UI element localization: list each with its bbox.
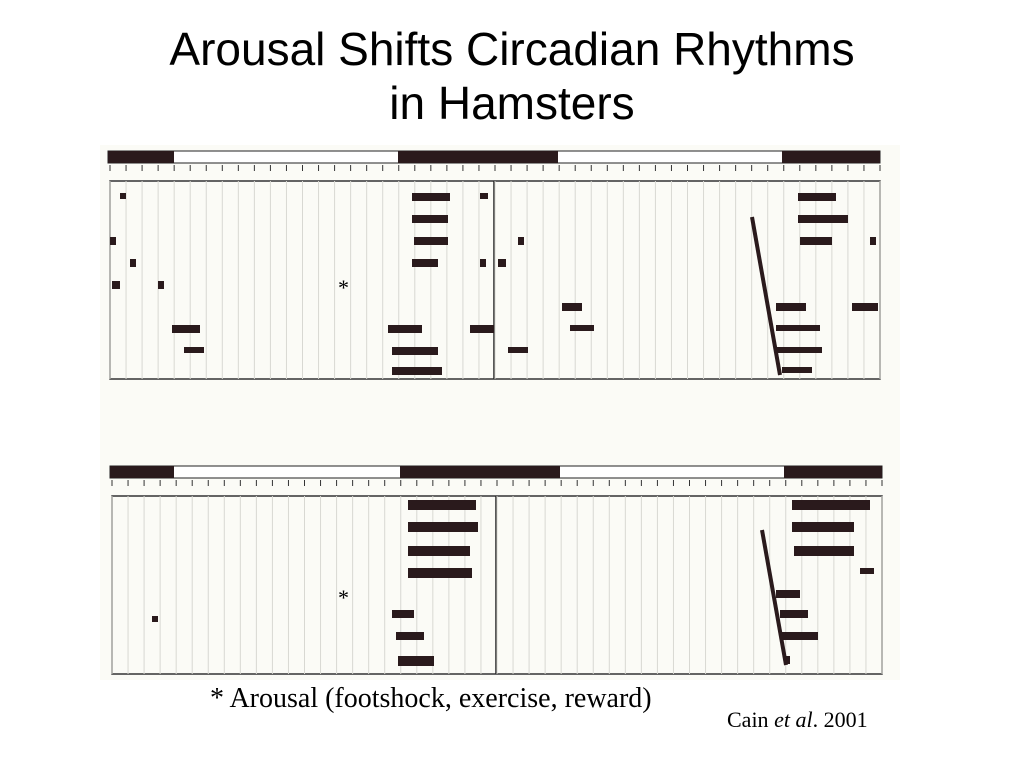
gridlines bbox=[111, 496, 883, 674]
activity-burst bbox=[570, 325, 594, 331]
arousal-marker: * bbox=[338, 275, 349, 300]
bottom-actogram: * bbox=[109, 465, 883, 675]
title-line-2: in Hamsters bbox=[389, 77, 635, 129]
activity-burst bbox=[798, 193, 836, 201]
activity-burst bbox=[518, 237, 524, 245]
activity-burst bbox=[408, 500, 476, 510]
activity-burst bbox=[110, 237, 116, 245]
activity-burst bbox=[120, 193, 126, 199]
activity-burst bbox=[782, 367, 812, 373]
hour-ticks bbox=[109, 165, 881, 171]
arousal-marker: * bbox=[338, 585, 349, 610]
light-dark-bar bbox=[109, 465, 883, 479]
activity-burst bbox=[852, 303, 878, 311]
activity-bursts bbox=[110, 193, 878, 375]
phase-shift-line bbox=[760, 529, 788, 666]
slide-title: Arousal Shifts Circadian Rhythms in Hams… bbox=[0, 22, 1024, 130]
activity-burst bbox=[152, 616, 158, 622]
activity-burst bbox=[172, 325, 200, 333]
activity-burst bbox=[794, 546, 854, 556]
activity-burst bbox=[800, 237, 832, 245]
activity-burst bbox=[798, 215, 848, 223]
activity-burst bbox=[398, 656, 434, 666]
activity-burst bbox=[776, 590, 800, 598]
activity-burst bbox=[412, 215, 448, 223]
gridlines bbox=[109, 181, 881, 379]
activity-burst bbox=[408, 568, 472, 578]
activity-burst bbox=[508, 347, 528, 353]
activity-burst bbox=[158, 281, 164, 289]
citation-etal: et al bbox=[774, 707, 813, 732]
top-actogram: * bbox=[107, 150, 881, 380]
activity-burst bbox=[184, 347, 204, 353]
activity-burst bbox=[392, 347, 438, 355]
activity-burst bbox=[562, 303, 582, 311]
activity-burst bbox=[780, 610, 808, 618]
hour-ticks bbox=[111, 480, 883, 486]
activity-burst bbox=[480, 193, 488, 199]
phase-shift-line bbox=[750, 216, 782, 376]
activity-bursts bbox=[152, 500, 874, 666]
activity-burst bbox=[498, 259, 506, 267]
activity-burst bbox=[780, 632, 818, 640]
activity-burst bbox=[860, 568, 874, 574]
activity-burst bbox=[396, 632, 424, 640]
activity-burst bbox=[480, 259, 486, 267]
citation-author: Cain bbox=[727, 707, 775, 732]
activity-burst bbox=[388, 325, 422, 333]
activity-burst bbox=[112, 281, 120, 289]
arousal-caption: * Arousal (footshock, exercise, reward) bbox=[210, 683, 652, 714]
actogram-figure: * * bbox=[100, 145, 900, 680]
activity-burst bbox=[776, 325, 820, 331]
title-line-1: Arousal Shifts Circadian Rhythms bbox=[169, 23, 855, 75]
activity-burst bbox=[776, 347, 822, 353]
citation: Cain et al. 2001 bbox=[727, 707, 868, 733]
activity-burst bbox=[408, 546, 470, 556]
activity-burst bbox=[414, 237, 448, 245]
light-dark-bar bbox=[107, 150, 881, 164]
citation-year: . 2001 bbox=[812, 707, 868, 732]
activity-burst bbox=[408, 522, 478, 532]
activity-burst bbox=[470, 325, 494, 333]
activity-burst bbox=[392, 367, 442, 375]
activity-burst bbox=[130, 259, 136, 267]
activity-burst bbox=[792, 522, 854, 532]
activity-burst bbox=[870, 237, 876, 245]
activity-burst bbox=[412, 193, 450, 201]
activity-burst bbox=[392, 610, 414, 618]
activity-burst bbox=[776, 303, 806, 311]
activity-burst bbox=[412, 259, 438, 267]
activity-burst bbox=[792, 500, 870, 510]
